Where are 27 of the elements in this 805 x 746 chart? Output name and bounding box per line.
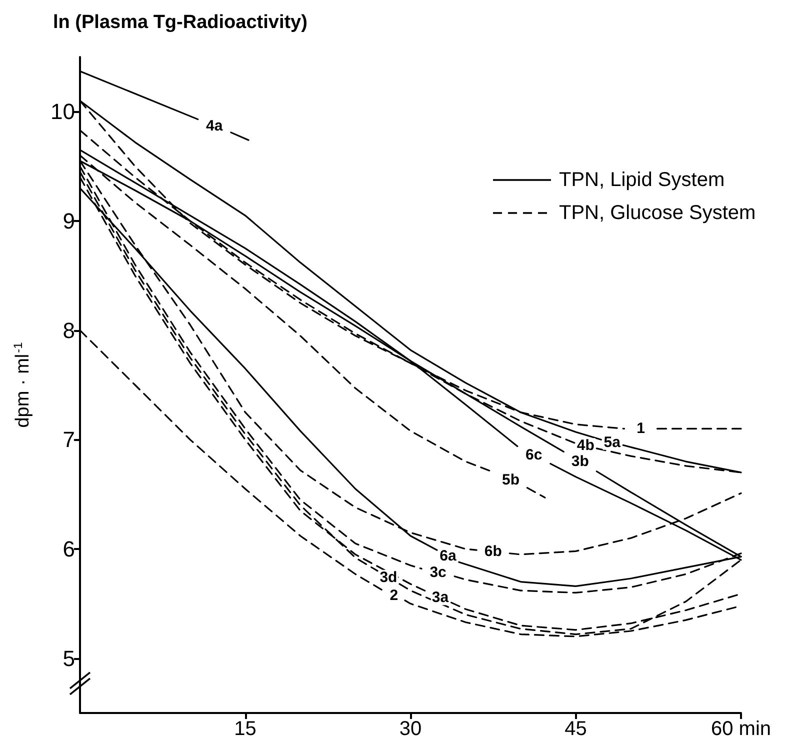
series-label: 3d: [380, 568, 398, 586]
series-label: 1: [636, 420, 645, 438]
y-axis-title: dpm · ml-1: [11, 342, 34, 428]
series-label: 5b: [502, 472, 520, 489]
y-tick-label: 8: [62, 318, 75, 343]
y-tick-label: 7: [62, 427, 75, 452]
series-label: 6b: [484, 543, 502, 560]
series-label: 6a: [440, 548, 457, 565]
series-label: 6c: [526, 446, 542, 464]
y-tick-label: 6: [62, 536, 75, 562]
x-tick-label: 60 min: [710, 718, 772, 740]
y-tick-label: 9: [62, 208, 75, 234]
annotation: TPN, Glucose System: [559, 202, 756, 224]
x-tick-label: 45: [564, 718, 587, 740]
series-label: 3a: [432, 589, 450, 606]
series-label: 3c: [430, 564, 446, 582]
series-label: 2: [390, 586, 398, 604]
series-label: 4b: [576, 437, 594, 454]
y-tick-label: 5: [62, 646, 75, 671]
annotation: TPN, Lipid System: [559, 169, 725, 191]
series-label: 4a: [206, 117, 224, 134]
x-tick-label: 15: [234, 718, 256, 740]
x-tick-label: 30: [399, 718, 422, 740]
series-label: 3b: [571, 453, 589, 470]
series-label: 5a: [604, 434, 622, 451]
chart-title: ln (Plasma Tg-Radioactivity): [53, 12, 308, 33]
y-tick-label: 10: [50, 99, 75, 124]
